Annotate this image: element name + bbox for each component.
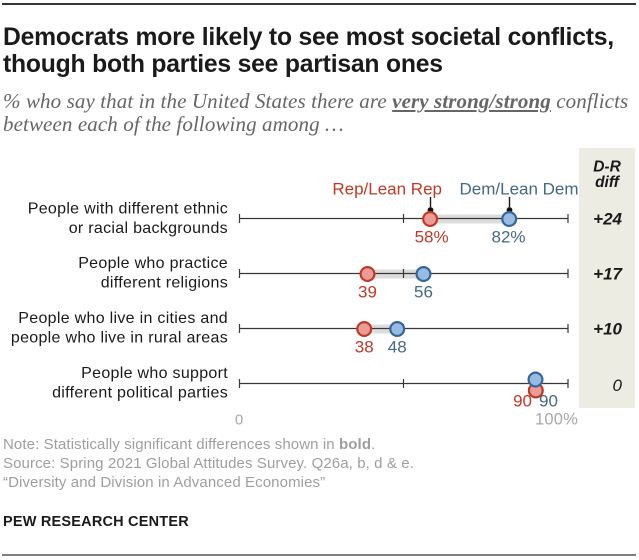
svg-text:different political parties: different political parties bbox=[52, 385, 228, 402]
svg-text:or racial backgrounds: or racial backgrounds bbox=[69, 220, 228, 237]
svg-text:+10: +10 bbox=[593, 320, 622, 339]
svg-text:Rep/Lean Rep: Rep/Lean Rep bbox=[332, 180, 442, 199]
svg-text:58%: 58% bbox=[415, 228, 449, 247]
svg-text:People who practice: People who practice bbox=[78, 255, 228, 272]
svg-text:82%: 82% bbox=[491, 228, 525, 247]
svg-text:39: 39 bbox=[358, 283, 377, 302]
svg-text:People who support: People who support bbox=[81, 365, 228, 382]
svg-text:48: 48 bbox=[388, 338, 407, 357]
svg-text:diff: diff bbox=[595, 174, 621, 191]
svg-text:+17: +17 bbox=[593, 265, 623, 284]
svg-text:90: 90 bbox=[513, 392, 532, 411]
svg-text:38: 38 bbox=[355, 338, 374, 357]
svg-text:0: 0 bbox=[613, 376, 623, 395]
svg-text:different religions: different religions bbox=[101, 275, 228, 292]
svg-text:0: 0 bbox=[235, 412, 243, 429]
svg-text:Dem/Lean Dem: Dem/Lean Dem bbox=[460, 180, 579, 199]
svg-text:+24: +24 bbox=[593, 210, 622, 229]
svg-text:90: 90 bbox=[539, 392, 558, 411]
svg-text:People who live in cities and: People who live in cities and bbox=[18, 310, 228, 327]
svg-text:D-R: D-R bbox=[593, 159, 621, 176]
svg-text:People with different ethnic: People with different ethnic bbox=[28, 201, 228, 218]
svg-text:100%: 100% bbox=[535, 411, 578, 429]
svg-text:56: 56 bbox=[414, 283, 433, 302]
svg-text:people who live in rural areas: people who live in rural areas bbox=[11, 330, 228, 347]
